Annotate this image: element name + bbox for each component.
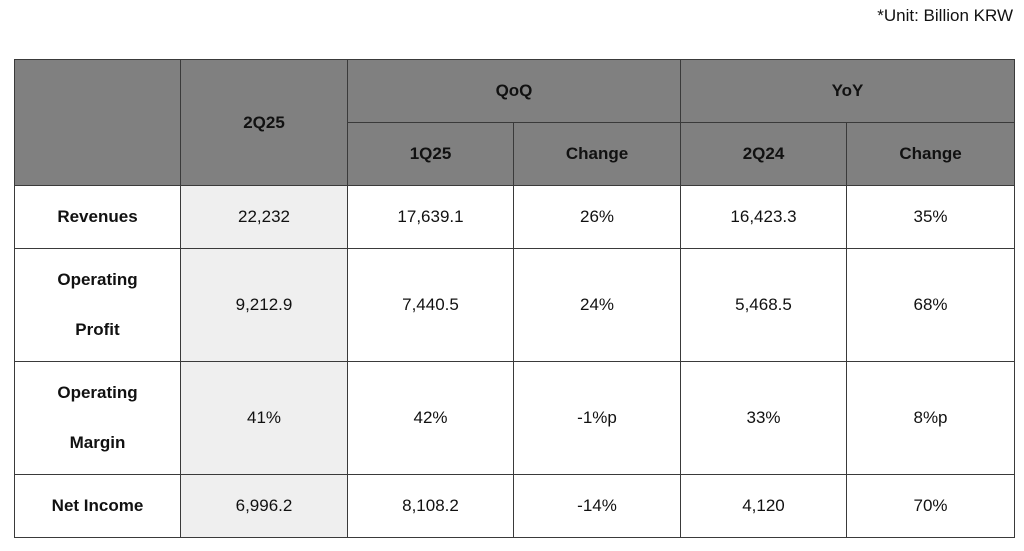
- unit-note: *Unit: Billion KRW: [877, 6, 1013, 25]
- header-qoq-period: 1Q25: [347, 122, 514, 186]
- qoq-value-cell: 42%: [347, 361, 514, 475]
- qoq-change-cell: -14%: [513, 474, 681, 538]
- current-value-cell: 6,996.2: [180, 474, 348, 538]
- yoy-value-cell: 5,468.5: [680, 248, 847, 362]
- row-label: Operating Margin: [14, 361, 181, 475]
- table-row-net-income: Net Income 6,996.2 8,108.2 -14% 4,120 70…: [14, 474, 1015, 538]
- table-row-operating-profit: Operating Profit 9,212.9 7,440.5 24% 5,4…: [14, 248, 1015, 362]
- row-label-line: Net Income: [51, 496, 144, 515]
- yoy-value-cell: 16,423.3: [680, 185, 847, 249]
- header-qoq: QoQ: [347, 59, 681, 123]
- yoy-value-cell: 33%: [680, 361, 847, 475]
- row-label: Revenues: [14, 185, 181, 249]
- row-label: Operating Profit: [14, 248, 181, 362]
- yoy-change-cell: 68%: [846, 248, 1015, 362]
- qoq-value-cell: 8,108.2: [347, 474, 514, 538]
- yoy-change-cell: 35%: [846, 185, 1015, 249]
- yoy-change-cell: 70%: [846, 474, 1015, 538]
- financial-results-table: 2Q25 QoQ YoY 1Q25 Change 2Q24 Change Rev…: [14, 59, 1015, 538]
- qoq-change-cell: -1%p: [513, 361, 681, 475]
- row-label-line: Revenues: [57, 207, 138, 226]
- header-yoy-change: Change: [846, 122, 1015, 186]
- header-yoy: YoY: [680, 59, 1015, 123]
- header-yoy-period: 2Q24: [680, 122, 847, 186]
- qoq-value-cell: 7,440.5: [347, 248, 514, 362]
- current-value-cell: 22,232: [180, 185, 348, 249]
- current-value-cell: 41%: [180, 361, 348, 475]
- header-qoq-change: Change: [513, 122, 681, 186]
- qoq-value-cell: 17,639.1: [347, 185, 514, 249]
- row-label-line: Profit: [75, 320, 120, 339]
- qoq-change-cell: 24%: [513, 248, 681, 362]
- header-row-top: 2Q25 QoQ YoY: [14, 59, 1015, 186]
- row-label-line: Operating: [57, 270, 138, 289]
- row-label: Net Income: [14, 474, 181, 538]
- header-corner-cell: [14, 59, 181, 186]
- yoy-change-cell: 8%p: [846, 361, 1015, 475]
- row-label-line: Operating: [57, 383, 138, 402]
- row-label-line: Margin: [69, 433, 126, 452]
- current-value-cell: 9,212.9: [180, 248, 348, 362]
- header-row-sub: 1Q25 Change 2Q24 Change: [15, 122, 1015, 186]
- table-row-revenues: Revenues 22,232 17,639.1 26% 16,423.3 35…: [14, 185, 1015, 249]
- qoq-change-cell: 26%: [513, 185, 681, 249]
- yoy-value-cell: 4,120: [680, 474, 847, 538]
- header-current-period: 2Q25: [180, 59, 348, 186]
- table-row-operating-margin: Operating Margin 41% 42% -1%p 33% 8%p: [14, 361, 1015, 475]
